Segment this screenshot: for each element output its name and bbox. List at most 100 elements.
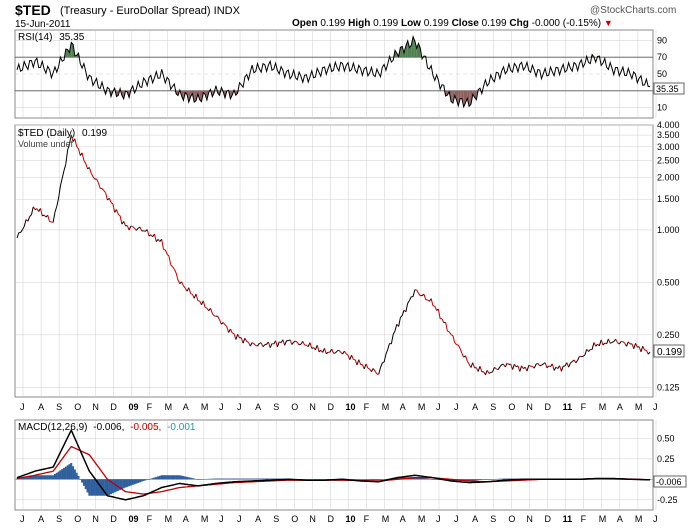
macd-histogram-bar	[93, 479, 96, 496]
price-segment	[74, 138, 78, 147]
price-segment	[128, 225, 132, 231]
macd-histogram-bar	[509, 478, 512, 480]
price-segment	[184, 287, 188, 292]
price-segment	[533, 363, 537, 369]
macd-histogram-bar	[153, 477, 156, 480]
price-segment	[343, 350, 347, 355]
x-tick-label: M	[165, 402, 173, 412]
price-segment	[513, 363, 517, 368]
x-tick-label: J	[436, 514, 441, 524]
price-segment	[323, 348, 327, 354]
price-segment	[407, 300, 410, 304]
macd-histogram-bar	[216, 478, 219, 480]
macd-histogram-bar	[70, 462, 73, 480]
macd-histogram-bar	[99, 479, 102, 496]
macd-histogram-bar	[395, 477, 398, 480]
price-segment	[81, 152, 85, 161]
macd-histogram-bar	[173, 475, 176, 480]
macd-histogram-bar	[260, 478, 263, 480]
macd-histogram-bar	[86, 479, 89, 493]
x-tick-label: F	[364, 514, 370, 524]
price-segment	[450, 334, 454, 337]
price-segment	[548, 365, 551, 368]
price-segment	[573, 359, 577, 364]
macd-histogram-bar	[361, 479, 364, 480]
macd-histogram-bar	[480, 479, 483, 480]
macd-histogram-bar	[187, 477, 190, 480]
price-segment	[298, 343, 302, 346]
x-tick-label: M	[418, 402, 426, 412]
price-segment	[202, 300, 206, 308]
macd-histogram-bar	[131, 479, 134, 485]
price-segment	[618, 341, 622, 345]
x-tick-label: 10	[346, 514, 356, 524]
macd-histogram-bar	[91, 479, 94, 496]
macd-histogram-bar	[44, 475, 47, 480]
price-segment	[448, 331, 452, 335]
price-segment	[645, 350, 649, 355]
macd-histogram-bar	[117, 479, 120, 491]
high-value: 0.199	[373, 18, 399, 29]
macd-histogram-bar	[81, 479, 84, 483]
open-value: 0.199	[320, 18, 346, 29]
price-segment	[418, 293, 421, 297]
price-current-value: 0.199	[657, 347, 682, 358]
macd-histogram-bar	[495, 478, 498, 480]
x-tick-label: J	[237, 514, 242, 524]
macd-histogram-bar	[488, 479, 491, 480]
macd-histogram-bar	[486, 479, 489, 480]
price-segment	[105, 192, 108, 201]
macd-histogram-bar	[249, 478, 252, 480]
x-tick-label: A	[400, 514, 406, 524]
macd-histogram-bar	[354, 479, 357, 480]
chg-label: Chg	[509, 18, 529, 29]
price-segment	[58, 185, 61, 199]
macd-histogram-bar	[484, 479, 487, 480]
price-legend: $TED (Daily) 0.199	[18, 128, 107, 139]
x-tick-label: 09	[129, 514, 139, 524]
price-tick-label: 0.500	[657, 277, 680, 287]
price-segment	[459, 348, 463, 354]
x-tick-label: S	[273, 402, 279, 412]
macd-histogram-bar	[379, 479, 382, 480]
macd-histogram-bar	[383, 479, 386, 480]
macd-histogram-bar	[473, 479, 476, 481]
price-segment	[593, 342, 597, 347]
macd-histogram-bar	[182, 476, 185, 480]
macd-histogram-bar	[214, 478, 217, 480]
price-segment	[382, 361, 385, 364]
macd-histogram-bar	[220, 478, 223, 480]
rsi-oversold-fill	[465, 90, 468, 103]
macd-histogram-bar	[271, 478, 274, 480]
price-segment	[430, 298, 434, 306]
x-tick-label: J	[454, 402, 459, 412]
price-segment	[119, 215, 123, 225]
rsi-overbought-fill	[409, 45, 412, 58]
macd-histogram-bar	[419, 477, 422, 480]
ticker-symbol: $TED	[15, 2, 51, 18]
price-segment	[367, 367, 370, 370]
macd-histogram-bar	[23, 477, 26, 480]
low-value: 0.199	[423, 18, 449, 29]
price-segment	[188, 287, 192, 294]
price-segment	[56, 198, 60, 207]
price-segment	[546, 365, 550, 369]
price-segment	[233, 333, 237, 340]
x-tick-label: N	[309, 402, 316, 412]
x-tick-label: N	[526, 402, 533, 412]
macd-histogram-bar	[148, 479, 151, 480]
price-segment	[153, 233, 157, 242]
price-segment	[434, 306, 438, 311]
price-segment	[591, 342, 595, 350]
macd-histogram-bar	[213, 478, 216, 480]
x-tick-label: N	[309, 514, 316, 524]
price-segment	[284, 340, 287, 346]
price-segment	[30, 206, 34, 215]
x-tick-label: J	[219, 514, 224, 524]
price-segment	[342, 350, 345, 355]
macd-histogram-bar	[231, 478, 234, 480]
macd-histogram-bar	[204, 479, 207, 480]
price-segment	[211, 313, 215, 317]
price-segment	[351, 354, 354, 360]
open-label: Open	[292, 18, 318, 29]
